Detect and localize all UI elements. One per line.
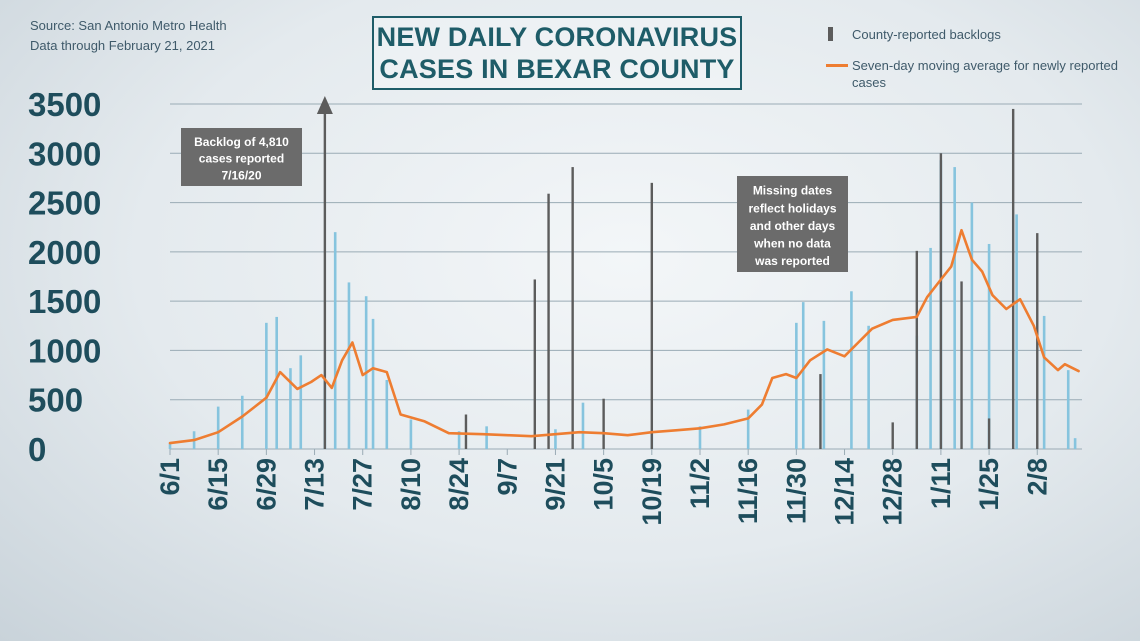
daily-case-bar [746, 409, 750, 449]
average-swatch [826, 64, 848, 67]
annotation-text: cases reported [199, 152, 284, 166]
x-tick-label: 1/11 [926, 458, 956, 509]
source-line: Source: San Antonio Metro Health [30, 18, 227, 33]
backlog-bar [650, 182, 654, 449]
legend-label-average: Seven-day moving average for newly repor… [852, 58, 1118, 90]
backlog-bar [960, 281, 963, 449]
daily-case-bar [1066, 370, 1070, 449]
daily-case-bar [1015, 214, 1018, 449]
x-tick-label: 7/27 [348, 458, 378, 511]
daily-case-bar [457, 431, 461, 449]
backlog-swatch [828, 27, 833, 41]
annotation-text: Backlog of 4,810 [194, 135, 289, 149]
backlog-bar [533, 279, 536, 449]
title-line-1: NEW DAILY CORONAVIRUS [376, 22, 738, 52]
y-tick-label: 2500 [28, 185, 101, 222]
daily-case-bar [409, 419, 413, 449]
backlog-bar [939, 153, 943, 450]
daily-case-bar [265, 322, 268, 449]
daily-case-bar [850, 291, 853, 449]
backlog-bar [891, 422, 894, 449]
backlog-bar [323, 104, 327, 449]
data-through-line: Data through February 21, 2021 [30, 38, 216, 53]
x-tick-label: 2/8 [1022, 458, 1052, 496]
daily-case-bar [333, 232, 337, 449]
moving-average-line [168, 228, 1080, 445]
backlog-bar [819, 374, 822, 449]
daily-case-bar [371, 318, 375, 449]
daily-case-bar [953, 167, 956, 450]
legend: County-reported backlogs Seven-day movin… [826, 26, 1126, 105]
x-tick-label: 11/2 [685, 458, 715, 509]
chart-title: NEW DAILY CORONAVIRUS CASES IN BEXAR COU… [372, 16, 742, 90]
daily-case-bar [289, 368, 292, 449]
x-tick-label: 8/24 [444, 458, 474, 511]
backlog-bar [571, 167, 574, 450]
daily-case-bar [299, 355, 303, 449]
source-note: Source: San Antonio Metro Health Data th… [30, 16, 227, 56]
annotation-backlog-note-box [181, 128, 302, 186]
x-tick-label: 6/29 [251, 458, 281, 511]
annotation-text: and other days [750, 219, 836, 233]
x-tick-label: 9/21 [540, 458, 570, 511]
x-tick-label: 7/13 [300, 458, 330, 511]
x-tick-label: 11/30 [781, 458, 811, 524]
backlog-bar [1011, 108, 1015, 449]
x-tick-label: 12/28 [878, 458, 908, 526]
y-tick-label: 3500 [28, 86, 101, 123]
x-tick-label: 9/7 [492, 458, 522, 496]
title-line-2: CASES IN BEXAR COUNTY [379, 54, 735, 84]
daily-case-bar [240, 395, 244, 449]
annotation-text: Missing dates [753, 184, 833, 198]
x-tick-label: 1/25 [974, 458, 1004, 511]
daily-case-bar [1073, 438, 1077, 449]
x-tick-label: 12/14 [830, 458, 860, 526]
daily-case-bar [801, 302, 805, 449]
daily-case-bar [347, 282, 351, 449]
legend-label-backlogs: County-reported backlogs [852, 27, 1001, 42]
daily-case-bar [385, 380, 389, 449]
daily-case-bar [929, 247, 932, 449]
daily-case-bar [485, 426, 488, 449]
x-tick-label: 6/15 [203, 458, 233, 511]
y-tick-label: 2000 [28, 234, 101, 271]
daily-case-bar [970, 202, 974, 449]
x-tick-label: 10/5 [589, 458, 619, 511]
x-tick-label: 6/1 [155, 458, 185, 496]
daily-case-bar [1042, 315, 1046, 449]
annotation-text: 7/16/20 [221, 168, 261, 182]
daily-case-bar [581, 402, 585, 449]
daily-case-bar [698, 426, 702, 449]
annotation-text: was reported [754, 254, 830, 268]
backlog-bar [547, 193, 550, 449]
daily-case-bar [987, 243, 991, 449]
annotation-text: when no data [753, 236, 831, 250]
y-tick-label: 1500 [28, 283, 101, 320]
backlog-bar [1036, 233, 1039, 449]
daily-case-bar [275, 316, 278, 449]
y-tick-label: 3000 [28, 135, 101, 172]
backlog-arrow-head [316, 96, 333, 114]
daily-case-bar [867, 325, 870, 449]
daily-case-bar [822, 320, 826, 449]
daily-case-bar [168, 443, 172, 449]
annotation-missing-dates-note-box [737, 176, 848, 272]
y-tick-label: 500 [28, 382, 83, 419]
y-tick-label: 0 [28, 431, 46, 468]
backlog-bar [602, 398, 605, 449]
daily-case-bar [216, 406, 220, 449]
x-tick-label: 10/19 [637, 458, 667, 526]
daily-case-bar [554, 429, 557, 449]
legend-item-backlogs: County-reported backlogs [826, 26, 1126, 43]
backlog-bar [915, 250, 919, 449]
x-tick-label: 8/10 [396, 458, 426, 511]
backlog-bar [987, 418, 991, 449]
backlog-bar [464, 414, 468, 449]
annotation-text: reflect holidays [748, 201, 836, 215]
x-tick-label: 11/16 [733, 458, 763, 524]
legend-item-average: Seven-day moving average for newly repor… [826, 57, 1126, 91]
y-tick-label: 1000 [28, 332, 101, 369]
daily-case-bar [795, 322, 798, 449]
